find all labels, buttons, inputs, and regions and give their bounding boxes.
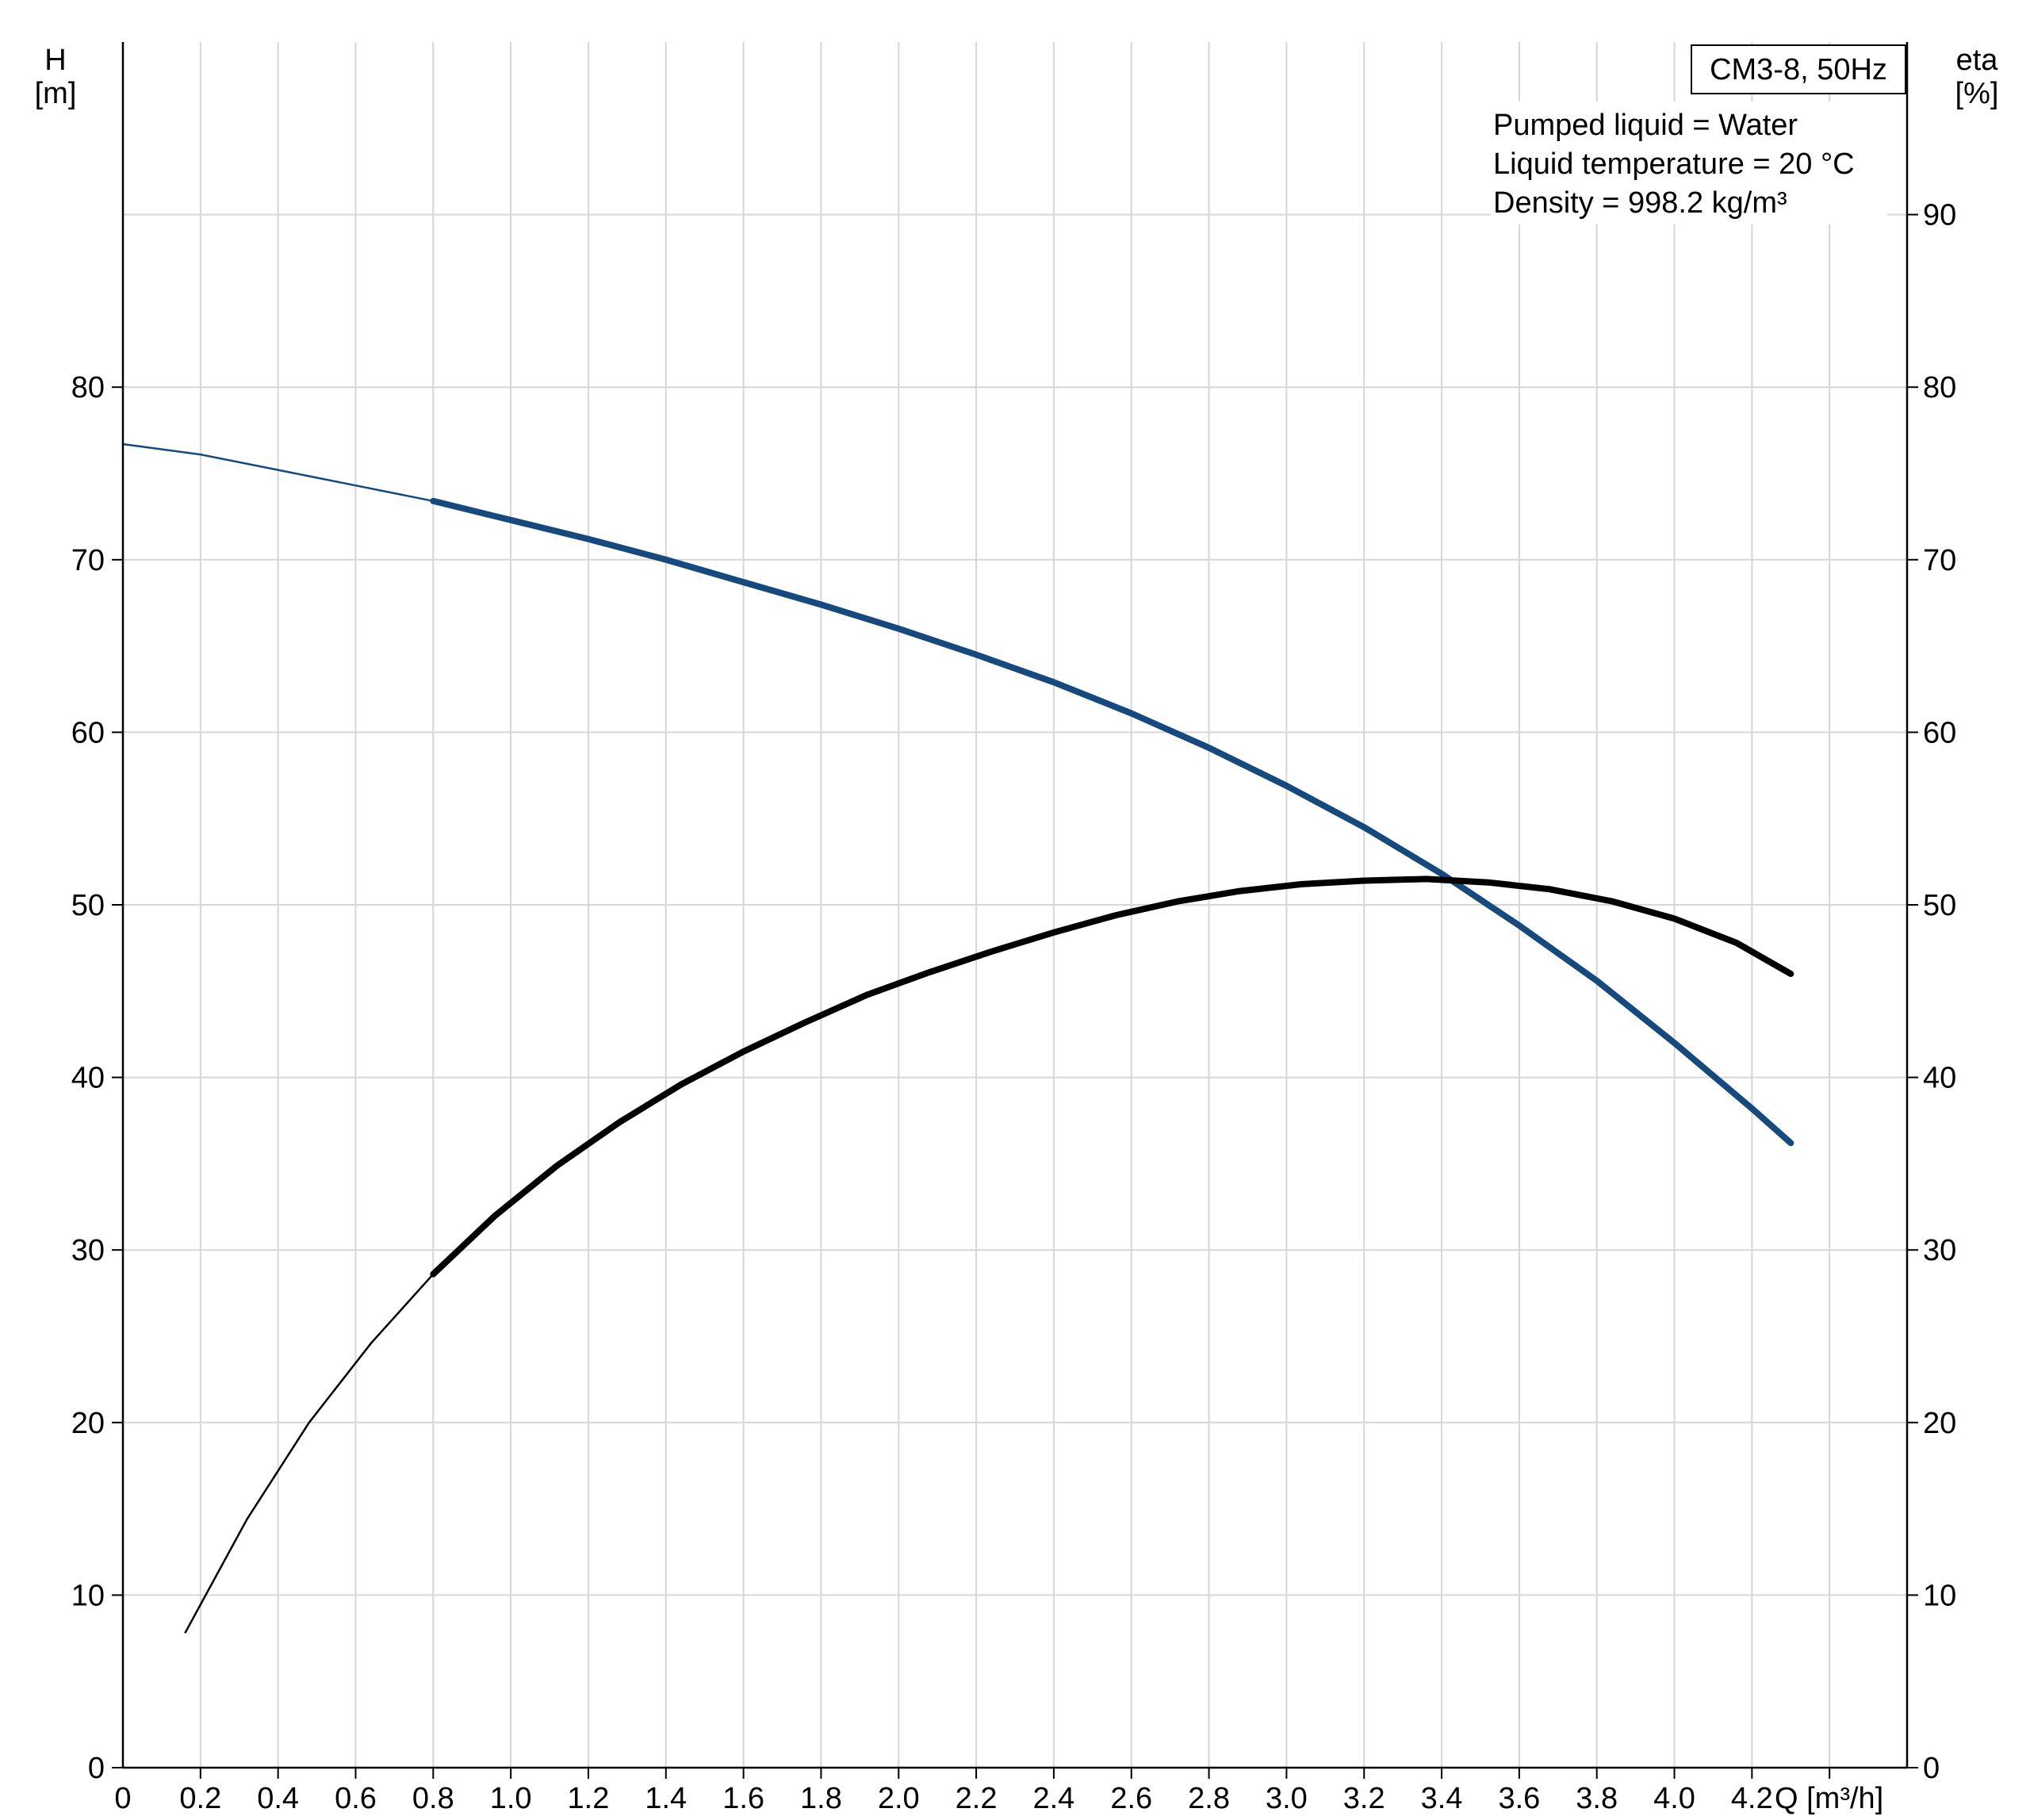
x-tick-label: 1.6 — [722, 1782, 764, 1815]
x-tick-label: 0.8 — [412, 1782, 454, 1815]
y-left-tick-label: 30 — [71, 1234, 105, 1267]
x-tick-label: 3.4 — [1421, 1782, 1463, 1815]
x-tick-label: 2.4 — [1032, 1782, 1074, 1815]
x-tick-label: 1.2 — [568, 1782, 610, 1815]
x-tick-label: 3.6 — [1498, 1782, 1540, 1815]
efficiency-curve-thick-segment — [430, 876, 1794, 1278]
info-line-density: Density = 998.2 kg/m³ — [1493, 186, 1787, 220]
x-tick-label: 2.0 — [878, 1782, 920, 1815]
x-tick-label: 0.4 — [257, 1782, 299, 1815]
x-tick-label: 2.2 — [956, 1782, 998, 1815]
x-tick-label: 0 — [114, 1782, 131, 1815]
x-tick-label: 0.6 — [335, 1782, 377, 1815]
y-right-tick-label: 60 — [1923, 716, 1956, 749]
y-right-tick-label: 10 — [1923, 1579, 1956, 1612]
y-right-title-line2: [%] — [1955, 77, 1999, 110]
head-curve-thick-segment — [430, 497, 1794, 1147]
y-left-tick-label: 10 — [71, 1579, 105, 1612]
info-background — [1491, 102, 1887, 224]
x-tick-label: 2.8 — [1188, 1782, 1230, 1815]
y-left-tick-label: 80 — [71, 371, 105, 404]
y-right-tick-label: 90 — [1923, 199, 1956, 232]
x-tick-label: 0.2 — [179, 1782, 221, 1815]
grid — [123, 42, 1907, 1768]
y-left-tick-label: 0 — [88, 1752, 105, 1785]
head-curve-thin-segment — [122, 443, 434, 503]
y-left-tick-label: 60 — [71, 716, 105, 749]
y-left-title-line1: H — [44, 44, 66, 77]
series-layer — [122, 443, 1794, 1634]
x-tick-label: 3.8 — [1576, 1782, 1618, 1815]
x-tick-label: 1.0 — [490, 1782, 532, 1815]
efficiency-curve-thin-segment — [184, 1273, 435, 1634]
y-right-tick-label: 70 — [1923, 544, 1956, 577]
y-right-tick-label: 0 — [1923, 1752, 1940, 1785]
chart-title: CM3-8, 50Hz — [1710, 53, 1887, 86]
y-left-tick-label: 50 — [71, 889, 105, 922]
y-left-tick-label: 20 — [71, 1407, 105, 1440]
y-right-title-line1: eta — [1956, 44, 1999, 77]
title-box — [1691, 44, 1906, 94]
y-left-title-line2: [m] — [35, 77, 77, 110]
y-left-tick-label: 40 — [71, 1062, 105, 1095]
y-right-tick-label: 40 — [1923, 1062, 1956, 1095]
y-right-tick-label: 20 — [1923, 1407, 1956, 1440]
x-axis-title: Q [m³/h] — [1775, 1782, 1883, 1815]
x-tick-label: 3.0 — [1266, 1782, 1308, 1815]
x-tick-label: 3.2 — [1343, 1782, 1385, 1815]
y-right-tick-label: 50 — [1923, 889, 1956, 922]
info-line-temperature: Liquid temperature = 20 °C — [1493, 148, 1855, 181]
x-tick-label: 4.0 — [1653, 1782, 1695, 1815]
y-right-tick-label: 30 — [1923, 1234, 1956, 1267]
y-left-tick-label: 70 — [71, 544, 105, 577]
x-tick-label: 1.8 — [800, 1782, 842, 1815]
info-line-liquid: Pumped liquid = Water — [1493, 109, 1798, 142]
x-tick-label: 1.4 — [645, 1782, 687, 1815]
tick-labels: 0 0.2 0.4 0.6 0.8 1.0 1.2 1.4 1.6 1.8 2.0 2.2 2.4 2.6… — [71, 199, 1957, 1815]
y-right-tick-label: 80 — [1923, 371, 1956, 404]
x-tick-label: 2.6 — [1110, 1782, 1152, 1815]
x-tick-label: 4.2 — [1731, 1782, 1773, 1815]
